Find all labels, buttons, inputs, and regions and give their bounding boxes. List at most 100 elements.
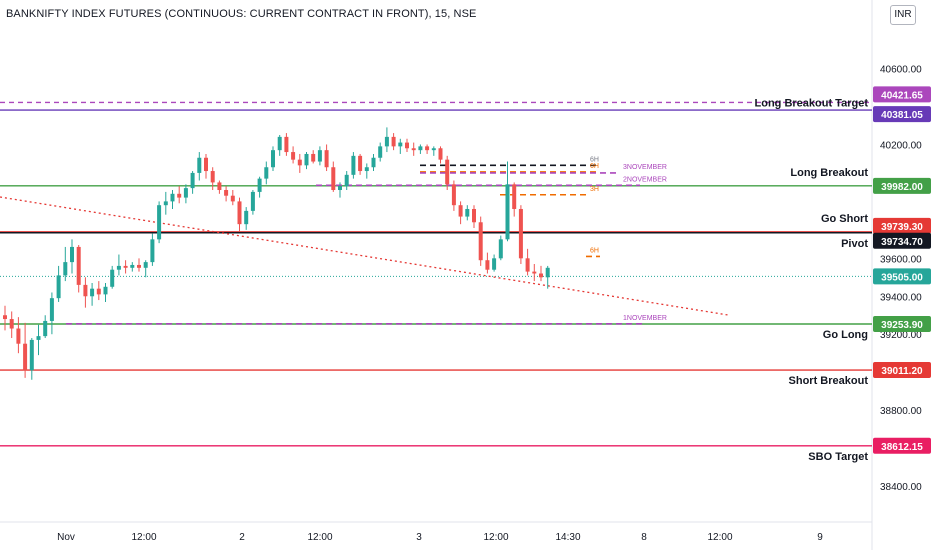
candle-body bbox=[204, 157, 208, 172]
candle-body bbox=[485, 260, 490, 270]
y-tick-label: 39200.00 bbox=[880, 330, 922, 341]
candle-body bbox=[518, 208, 523, 259]
price-tag-bg bbox=[873, 86, 931, 103]
price-tag-bg bbox=[873, 268, 931, 285]
candle-body bbox=[123, 265, 128, 268]
candle-body bbox=[498, 239, 503, 259]
candle-body bbox=[116, 265, 121, 270]
candle-body bbox=[539, 273, 543, 278]
x-tick-label: Nov bbox=[57, 532, 75, 543]
candle-body bbox=[257, 178, 262, 192]
candle-body bbox=[284, 136, 289, 153]
candle-body bbox=[324, 150, 329, 168]
x-tick-label: 9 bbox=[817, 532, 823, 543]
level-name-label: Long Breakout Target bbox=[755, 97, 869, 109]
price-tag-bg bbox=[873, 217, 931, 234]
price-tag-label: 39734.70 bbox=[881, 237, 923, 248]
candle-body bbox=[137, 264, 141, 268]
candle-body bbox=[331, 167, 336, 191]
candle-body bbox=[96, 288, 101, 295]
x-tick-label: 14:30 bbox=[555, 532, 580, 543]
currency-button[interactable]: INR bbox=[890, 5, 916, 25]
candle-body bbox=[411, 148, 416, 151]
level-name-label: Go Long bbox=[823, 329, 868, 341]
candle-body bbox=[364, 167, 369, 172]
candle-body bbox=[297, 159, 302, 166]
y-tick-label: 39400.00 bbox=[880, 292, 922, 303]
candle-body bbox=[311, 153, 316, 162]
candle-body bbox=[83, 284, 88, 297]
annotation-label: 3H bbox=[590, 186, 599, 193]
candle-body bbox=[63, 262, 68, 276]
candle-body bbox=[224, 190, 229, 196]
level-name-label: Pivot bbox=[841, 238, 868, 250]
chart-title: BANKNIFTY INDEX FUTURES (CONTINUOUS: CUR… bbox=[6, 8, 477, 20]
price-tag-label: 39739.30 bbox=[881, 222, 923, 233]
candle-body bbox=[70, 246, 74, 263]
y-tick-label: 39600.00 bbox=[880, 254, 922, 265]
level-name-label: SBO Target bbox=[808, 451, 868, 463]
candle-body bbox=[23, 343, 28, 371]
level-name-label: Long Breakout bbox=[790, 167, 868, 179]
candle-body bbox=[237, 201, 242, 225]
level-name-label: Short Breakout bbox=[789, 375, 869, 387]
candle-body bbox=[532, 271, 537, 274]
candle-body bbox=[190, 172, 195, 189]
candle-body bbox=[391, 136, 396, 147]
annotation-label: 6H bbox=[590, 156, 599, 163]
candle-body bbox=[244, 210, 249, 225]
candle-body bbox=[271, 150, 275, 168]
candle-body bbox=[465, 208, 470, 217]
candle-body bbox=[177, 193, 182, 198]
x-tick-label: 12:00 bbox=[307, 532, 332, 543]
candle-body bbox=[458, 205, 463, 217]
candle-body bbox=[150, 239, 155, 263]
candle-body bbox=[143, 262, 148, 268]
price-tag-label: 39505.00 bbox=[881, 272, 923, 283]
candle-body bbox=[210, 171, 215, 183]
candle-body bbox=[291, 152, 296, 160]
price-tag-label: 38612.15 bbox=[881, 442, 923, 453]
trend-line bbox=[0, 196, 729, 316]
candle-body bbox=[3, 315, 7, 320]
candle-body bbox=[16, 328, 21, 344]
candle-body bbox=[250, 191, 255, 211]
candle-body bbox=[103, 286, 108, 295]
candle-body bbox=[545, 267, 550, 278]
candle-body bbox=[230, 195, 235, 202]
price-tag-label: 40421.65 bbox=[881, 90, 923, 101]
price-tag-label: 40381.05 bbox=[881, 110, 923, 121]
x-tick-label: 3 bbox=[416, 532, 422, 543]
candle-body bbox=[351, 155, 356, 175]
candle-body bbox=[384, 136, 389, 147]
price-tag-bg bbox=[873, 232, 931, 249]
candle-body bbox=[76, 246, 81, 285]
candle-body bbox=[512, 184, 517, 209]
candle-body bbox=[264, 167, 269, 179]
x-tick-label: 12:00 bbox=[131, 532, 156, 543]
annotation-label: 1NOVEMBER bbox=[623, 315, 667, 322]
price-tag-bg bbox=[873, 362, 931, 379]
candle-body bbox=[525, 258, 530, 272]
y-tick-label: 38400.00 bbox=[880, 482, 922, 493]
candle-body bbox=[304, 153, 309, 166]
candle-body bbox=[217, 182, 222, 191]
candle-body bbox=[358, 155, 363, 172]
candle-body bbox=[418, 146, 423, 151]
candle-body bbox=[130, 264, 135, 268]
annotation-label: 2NOVEMBER bbox=[623, 176, 667, 183]
annotation-label: 3NOVEMBER bbox=[623, 164, 667, 171]
candle-body bbox=[277, 136, 282, 151]
candle-body bbox=[9, 319, 14, 329]
candle-body bbox=[338, 186, 342, 191]
x-tick-label: 2 bbox=[239, 532, 245, 543]
candle-body bbox=[183, 188, 188, 198]
price-tag-label: 39011.20 bbox=[881, 366, 923, 377]
candle-body bbox=[43, 320, 48, 337]
candle-body bbox=[451, 184, 456, 206]
candle-body bbox=[445, 159, 450, 185]
candle-body bbox=[472, 208, 476, 223]
y-tick-label: 40200.00 bbox=[880, 140, 922, 151]
candle-body bbox=[478, 222, 483, 261]
